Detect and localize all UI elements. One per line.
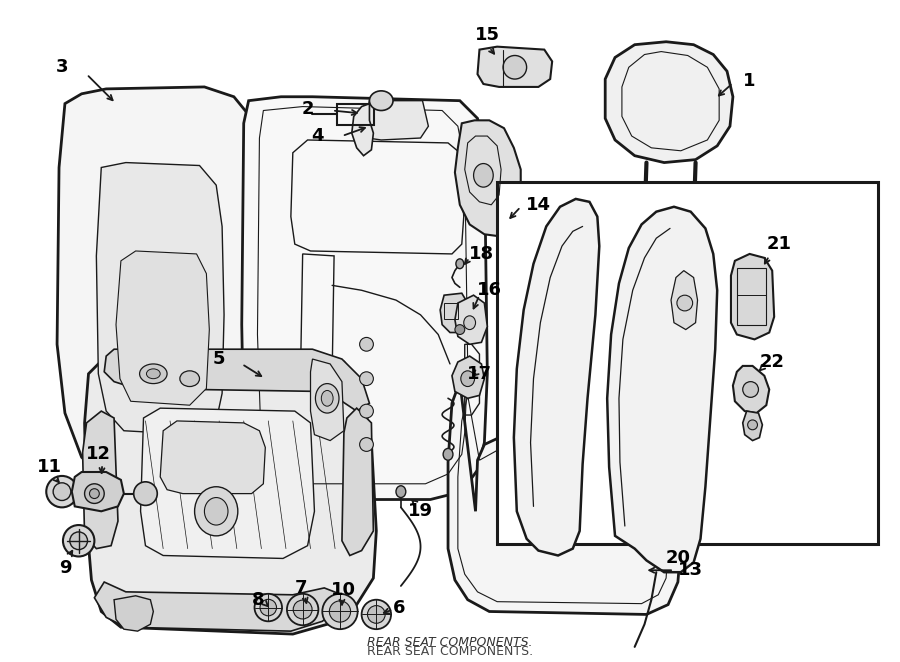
Bar — [497, 182, 878, 544]
Text: REAR SEAT COMPONENTS.: REAR SEAT COMPONENTS. — [367, 645, 533, 659]
Text: 10: 10 — [331, 581, 356, 599]
Text: 3: 3 — [56, 58, 68, 76]
Polygon shape — [140, 408, 314, 559]
Text: 9: 9 — [58, 559, 71, 577]
Text: 8: 8 — [252, 591, 265, 608]
Ellipse shape — [742, 381, 759, 397]
Text: 14: 14 — [526, 196, 551, 214]
Polygon shape — [364, 101, 428, 140]
Ellipse shape — [315, 383, 339, 413]
Text: 12: 12 — [86, 446, 111, 463]
Ellipse shape — [89, 489, 99, 498]
Ellipse shape — [329, 601, 351, 622]
Ellipse shape — [456, 259, 464, 269]
Polygon shape — [514, 199, 599, 555]
Ellipse shape — [503, 56, 526, 79]
Ellipse shape — [360, 438, 373, 451]
Polygon shape — [310, 359, 344, 441]
Polygon shape — [733, 366, 770, 413]
Ellipse shape — [637, 216, 653, 232]
Polygon shape — [104, 350, 369, 411]
Ellipse shape — [687, 216, 703, 232]
Ellipse shape — [367, 606, 385, 624]
Text: REAR SEAT COMPONENTS.: REAR SEAT COMPONENTS. — [367, 636, 533, 649]
Polygon shape — [342, 408, 374, 555]
Polygon shape — [478, 46, 553, 87]
Ellipse shape — [287, 594, 319, 625]
Polygon shape — [671, 271, 698, 330]
Ellipse shape — [260, 599, 276, 616]
Ellipse shape — [293, 600, 312, 619]
Ellipse shape — [454, 324, 464, 334]
Text: 2: 2 — [302, 99, 314, 118]
Polygon shape — [742, 411, 762, 441]
Polygon shape — [440, 293, 468, 332]
Ellipse shape — [140, 364, 167, 383]
Polygon shape — [452, 356, 484, 399]
Ellipse shape — [147, 369, 160, 379]
Text: 13: 13 — [679, 561, 703, 579]
Text: 4: 4 — [311, 127, 324, 145]
Polygon shape — [94, 582, 342, 631]
Ellipse shape — [360, 372, 373, 385]
Polygon shape — [57, 87, 261, 482]
Polygon shape — [352, 104, 374, 156]
Polygon shape — [96, 163, 224, 435]
Polygon shape — [85, 350, 376, 634]
Text: 7: 7 — [294, 579, 307, 597]
Ellipse shape — [194, 487, 238, 536]
Text: 20: 20 — [665, 549, 690, 567]
Ellipse shape — [53, 483, 71, 500]
Ellipse shape — [677, 295, 693, 311]
Ellipse shape — [255, 594, 282, 622]
Ellipse shape — [321, 391, 333, 406]
Polygon shape — [160, 421, 266, 494]
Ellipse shape — [46, 476, 77, 507]
Ellipse shape — [204, 498, 228, 525]
Bar — [337, 104, 374, 125]
Text: 15: 15 — [475, 26, 500, 44]
Text: 1: 1 — [743, 72, 756, 90]
Text: 17: 17 — [467, 365, 492, 383]
Polygon shape — [242, 97, 487, 500]
Ellipse shape — [63, 525, 94, 557]
Text: 22: 22 — [760, 353, 785, 371]
Text: 5: 5 — [213, 350, 225, 368]
Polygon shape — [731, 254, 774, 340]
Polygon shape — [454, 295, 487, 344]
Text: 6: 6 — [392, 598, 405, 616]
Polygon shape — [605, 42, 733, 163]
Text: 18: 18 — [469, 245, 494, 263]
Text: 19: 19 — [408, 502, 433, 520]
Ellipse shape — [180, 371, 200, 387]
Polygon shape — [83, 411, 118, 549]
Ellipse shape — [85, 484, 104, 503]
Bar — [444, 303, 458, 319]
Ellipse shape — [322, 594, 357, 629]
Ellipse shape — [362, 600, 392, 629]
Polygon shape — [608, 207, 717, 572]
Text: 21: 21 — [767, 235, 792, 253]
Ellipse shape — [360, 338, 373, 351]
Ellipse shape — [748, 420, 758, 430]
Ellipse shape — [369, 91, 393, 111]
Ellipse shape — [360, 404, 373, 418]
Ellipse shape — [464, 316, 475, 330]
Ellipse shape — [443, 448, 453, 460]
Text: 16: 16 — [477, 281, 502, 299]
Polygon shape — [114, 596, 153, 631]
Ellipse shape — [473, 164, 493, 187]
Ellipse shape — [461, 371, 474, 387]
Ellipse shape — [396, 486, 406, 498]
Polygon shape — [116, 251, 210, 405]
Polygon shape — [454, 120, 521, 236]
Text: 11: 11 — [37, 458, 62, 476]
Polygon shape — [448, 381, 680, 614]
Bar — [737, 267, 766, 324]
Ellipse shape — [70, 532, 87, 549]
Polygon shape — [72, 472, 124, 511]
Ellipse shape — [134, 482, 158, 505]
